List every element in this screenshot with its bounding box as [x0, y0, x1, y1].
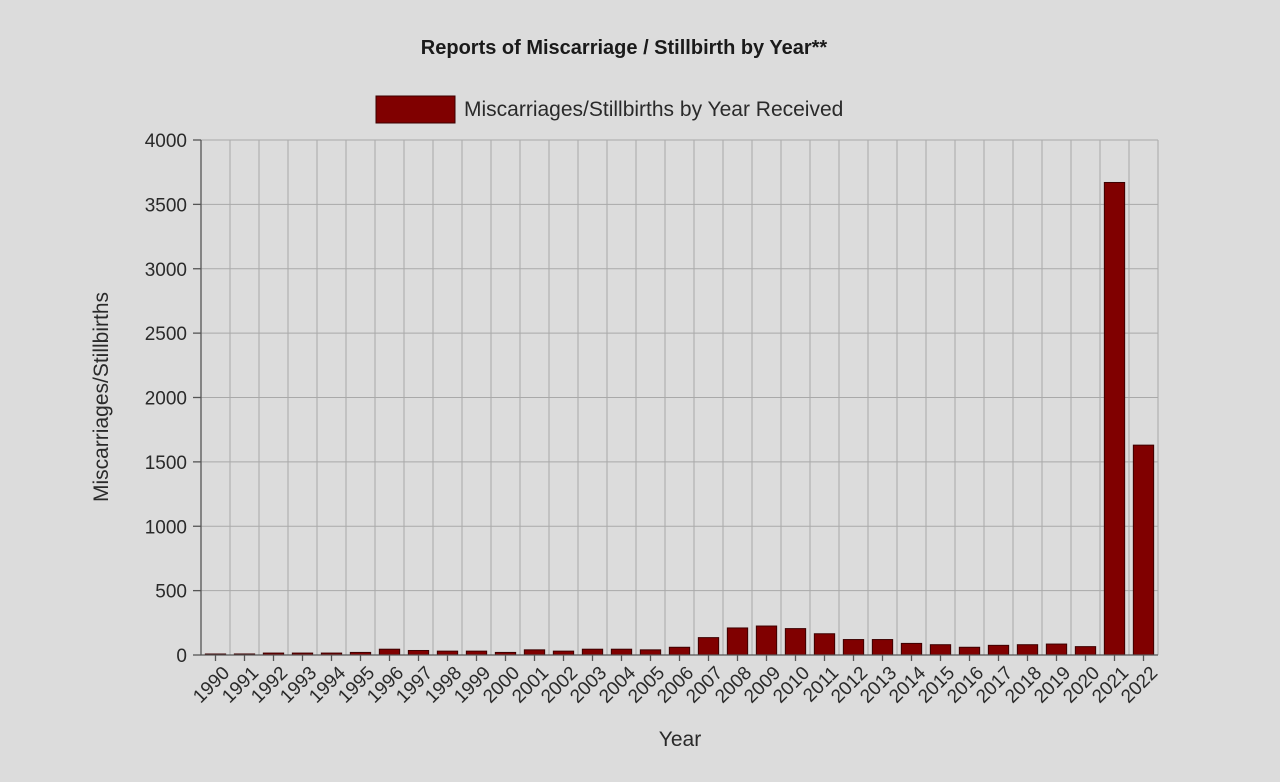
bar-2007[interactable]	[697, 637, 720, 656]
x-axis-ticks: 1990199119921993199419951996199719981999…	[189, 655, 1162, 707]
y-tick-label: 3500	[145, 195, 187, 216]
bar-2003[interactable]	[581, 648, 604, 656]
bar-2010[interactable]	[784, 628, 807, 656]
grid	[200, 139, 1159, 656]
chart-title: Reports of Miscarriage / Stillbirth by Y…	[421, 37, 828, 59]
bar-2018[interactable]	[1016, 644, 1039, 656]
bar-2012[interactable]	[842, 639, 865, 656]
y-axis-title: Miscarriages/Stillbirths	[90, 292, 113, 502]
bar-2014[interactable]	[900, 642, 923, 656]
y-tick-label: 1500	[145, 453, 187, 474]
bar-1997[interactable]	[407, 649, 430, 656]
bar-1996[interactable]	[378, 648, 401, 656]
y-tick-label: 2000	[145, 389, 187, 410]
y-tick-label: 3000	[145, 260, 187, 281]
bar-2004[interactable]	[610, 648, 633, 656]
legend[interactable]: Miscarriages/Stillbirths by Year Receive…	[375, 95, 843, 124]
bar-2017[interactable]	[987, 644, 1010, 656]
bar-2015[interactable]	[929, 644, 952, 656]
legend-label: Miscarriages/Stillbirths by Year Receive…	[464, 98, 843, 121]
y-tick-label: 4000	[145, 131, 187, 152]
x-axis-title: Year	[659, 728, 701, 751]
bar-2019[interactable]	[1045, 643, 1068, 656]
bar-2009[interactable]	[755, 625, 778, 656]
bar-2001[interactable]	[523, 649, 546, 656]
y-tick-label: 2500	[145, 324, 187, 345]
y-axis-ticks: 0 500 1000 1500 2000 2500 3000 3500 4000	[145, 131, 201, 667]
bars	[204, 181, 1155, 656]
bar-2006[interactable]	[668, 646, 691, 656]
y-tick-label: 500	[155, 582, 187, 603]
bar-2016[interactable]	[958, 646, 981, 656]
bar-2022[interactable]	[1132, 444, 1155, 656]
bar-2011[interactable]	[813, 633, 836, 656]
bar-2008[interactable]	[726, 627, 749, 656]
bar-2005[interactable]	[639, 649, 662, 656]
bar-2021[interactable]	[1103, 181, 1126, 656]
y-tick-label: 1000	[145, 517, 187, 538]
legend-swatch	[375, 95, 456, 124]
bar-2013[interactable]	[871, 639, 894, 656]
bar-2020[interactable]	[1074, 646, 1097, 656]
y-tick-label: 0	[176, 646, 187, 667]
